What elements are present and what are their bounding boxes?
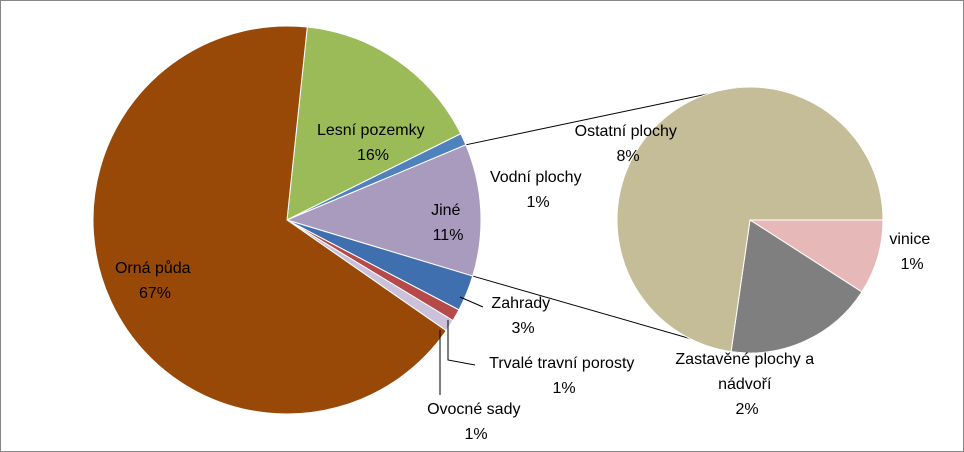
main-pie	[92, 25, 482, 415]
slice-orná-půda	[92, 25, 447, 415]
label-orna-puda: Orná půda 67%	[115, 259, 195, 302]
label-ovocne-sady: Ovocné sady 1%	[427, 401, 525, 443]
leader-lines	[439, 296, 484, 395]
slice-lesní-pozemky	[286, 26, 462, 221]
label-zastavene-plochy: Zastavěné plochy a nádvoří 2%	[675, 351, 818, 418]
label-zahrady: Zahrady 3%	[491, 295, 554, 337]
connector-top	[465, 87, 739, 146]
label-ostatni-plochy: Ostatní plochy 8%	[575, 123, 682, 165]
leader-trvale	[447, 320, 476, 366]
secondary-pie	[616, 86, 884, 354]
label-vinice: vinice 1%	[889, 231, 934, 273]
slice-jiné	[285, 144, 482, 277]
slice-ostatní-plochy	[616, 86, 884, 353]
leader-zahrady	[459, 296, 484, 308]
slice-zastavěné-plochy-a-nádvoří	[730, 219, 863, 354]
label-lesni-pozemky: Lesní pozemky 16%	[317, 122, 429, 164]
label-jine: Jiné 11%	[431, 202, 465, 244]
label-vodni-plochy: Vodní plochy 1%	[490, 169, 586, 211]
label-trvale-travni-porosty: Trvalé travní porosty 1%	[489, 355, 639, 397]
